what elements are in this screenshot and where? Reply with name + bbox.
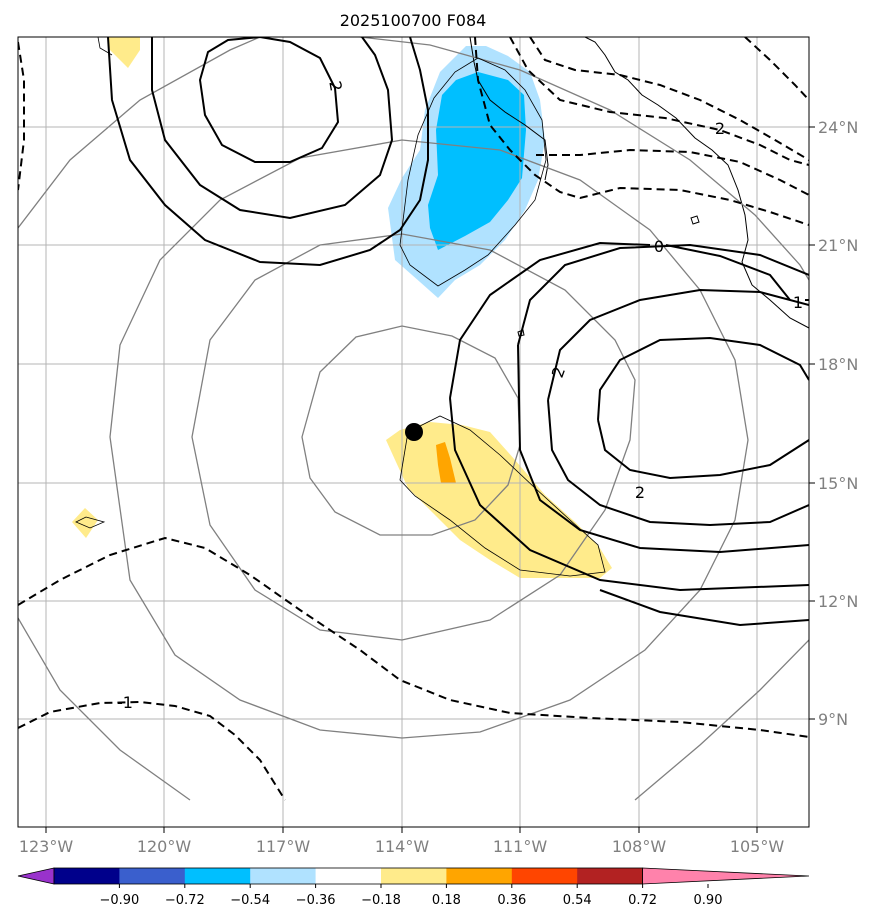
lon-tick-label: 105°W xyxy=(730,837,785,856)
longitude-labels: 123°W 120°W 117°W 114°W 111°W 108°W 105°… xyxy=(19,837,785,856)
colorbar-frame xyxy=(53,867,643,885)
colorbar-label: −0.18 xyxy=(361,893,401,908)
colorbar-segment xyxy=(315,868,382,884)
colorbar-label: −0.36 xyxy=(296,893,336,908)
lat-tick-label: 21°N xyxy=(818,236,858,255)
thin-outline-south xyxy=(399,415,606,577)
lat-tick-label: 18°N xyxy=(818,355,858,374)
negative-shading-medium xyxy=(428,72,526,250)
baja-coast xyxy=(469,37,549,181)
contour-label: 1 xyxy=(793,293,803,312)
colorbar-label: 0.18 xyxy=(432,893,461,908)
colorbar-segment xyxy=(119,868,186,884)
positive-shading-light xyxy=(386,422,612,578)
small-positive-patch-west xyxy=(72,508,98,538)
map-title: 2025100700 F084 xyxy=(340,11,487,30)
colorbar-segment xyxy=(577,868,644,884)
colorbar-segment xyxy=(511,868,578,884)
lon-tick-label: 117°W xyxy=(256,837,311,856)
lat-tick-label: 24°N xyxy=(818,118,858,137)
contour-label: 2 xyxy=(715,119,725,138)
colorbar-label: 0.72 xyxy=(628,893,657,908)
tick-marks xyxy=(45,126,815,833)
lon-tick-label: 120°W xyxy=(137,837,192,856)
latitude-labels: 24°N 21°N 18°N 15°N 12°N 9°N xyxy=(818,118,858,729)
lon-tick-label: 111°W xyxy=(493,837,548,856)
thin-outline-west xyxy=(75,516,106,529)
positive-shading-medium xyxy=(436,442,456,483)
colorbar-segment xyxy=(381,868,447,884)
lat-tick-label: 12°N xyxy=(818,592,858,611)
lon-tick-label: 114°W xyxy=(375,837,430,856)
colorbar-segment xyxy=(446,868,513,884)
map-area: 2 2 0 1 2 2 -1 xyxy=(18,37,809,827)
lon-tick-label: 108°W xyxy=(612,837,667,856)
colorbar-extend-max xyxy=(642,867,810,885)
small-positive-patch-north xyxy=(108,37,140,68)
lon-tick-label: 123°W xyxy=(19,837,74,856)
colorbar-label: −0.72 xyxy=(165,893,205,908)
dashed-contours xyxy=(18,37,809,801)
coastline xyxy=(584,37,809,329)
contour-label: 2 xyxy=(548,364,569,380)
colorbar-label: −0.90 xyxy=(99,893,139,908)
island-outline xyxy=(517,215,700,337)
contour-label: 0 xyxy=(654,237,664,256)
lat-tick-label: 15°N xyxy=(818,474,858,493)
colorbar-extend-min xyxy=(17,867,55,885)
storm-center-marker xyxy=(405,423,423,441)
colorbar: −0.90 −0.72 −0.54 −0.36 −0.18 0.18 0.36 0.54 0.7… xyxy=(17,867,810,908)
contour-label: 2 xyxy=(325,79,345,92)
colorbar-segment xyxy=(250,868,317,884)
colorbar-segment xyxy=(184,868,251,884)
solid-contours xyxy=(107,37,809,627)
colorbar-segment xyxy=(54,868,120,884)
map-frame xyxy=(17,36,810,828)
contour-label: -1 xyxy=(117,693,133,712)
contour-label: 2 xyxy=(635,483,645,502)
colorbar-label: −0.54 xyxy=(230,893,270,908)
lat-tick-label: 9°N xyxy=(818,710,848,729)
colorbar-label: 0.54 xyxy=(563,893,592,908)
colorbar-label: 0.36 xyxy=(497,893,526,908)
colorbar-label: 0.90 xyxy=(694,893,723,908)
gray-contours xyxy=(18,37,809,801)
